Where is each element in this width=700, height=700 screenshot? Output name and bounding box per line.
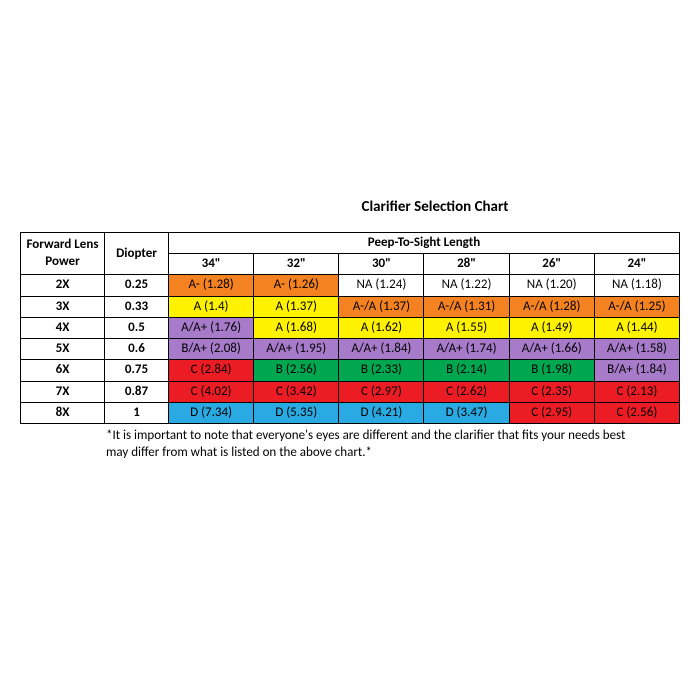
header-length: 28" — [424, 254, 509, 275]
table-row: 4X0.5A/A+ (1.76)A (1.68)A (1.62)A (1.55)… — [21, 317, 680, 338]
clarifier-table: Forward Lens Power Diopter Peep-To-Sight… — [20, 232, 680, 424]
cell-value: D (5.35) — [254, 402, 339, 423]
cell-diopter: 1 — [105, 402, 169, 423]
cell-value: A (1.37) — [254, 296, 339, 317]
cell-value: C (2.97) — [339, 381, 424, 402]
cell-value: D (4.21) — [339, 402, 424, 423]
cell-value: NA (1.20) — [509, 275, 594, 296]
table-row: 7X0.87C (4.02)C (3.42)C (2.97)C (2.62)C … — [21, 381, 680, 402]
cell-value: NA (1.18) — [594, 275, 679, 296]
table-row: 3X0.33A (1.4)A (1.37)A-/A (1.37)A-/A (1.… — [21, 296, 680, 317]
cell-value: A-/A (1.25) — [594, 296, 679, 317]
header-length: 26" — [509, 254, 594, 275]
cell-lens-power: 5X — [21, 339, 105, 360]
cell-value: B/A+ (2.08) — [169, 339, 254, 360]
cell-value: B (2.14) — [424, 360, 509, 381]
cell-diopter: 0.33 — [105, 296, 169, 317]
cell-value: B/A+ (1.84) — [594, 360, 679, 381]
cell-lens-power: 4X — [21, 317, 105, 338]
cell-value: A/A+ (1.95) — [254, 339, 339, 360]
cell-value: A/A+ (1.66) — [509, 339, 594, 360]
cell-lens-power: 6X — [21, 360, 105, 381]
table-row: 8X1D (7.34)D (5.35)D (4.21)D (3.47)C (2.… — [21, 402, 680, 423]
cell-value: A (1.44) — [594, 317, 679, 338]
cell-value: C (2.56) — [594, 402, 679, 423]
header-length: 30" — [339, 254, 424, 275]
cell-value: C (2.13) — [594, 381, 679, 402]
cell-value: A/A+ (1.74) — [424, 339, 509, 360]
cell-value: C (2.62) — [424, 381, 509, 402]
cell-value: A (1.62) — [339, 317, 424, 338]
table-row: 6X0.75C (2.84)B (2.56)B (2.33)B (2.14)B … — [21, 360, 680, 381]
cell-value: A/A+ (1.84) — [339, 339, 424, 360]
cell-value: A-/A (1.37) — [339, 296, 424, 317]
cell-value: A- (1.26) — [254, 275, 339, 296]
cell-diopter: 0.5 — [105, 317, 169, 338]
cell-value: A (1.55) — [424, 317, 509, 338]
cell-value: B (1.98) — [509, 360, 594, 381]
cell-value: B (2.56) — [254, 360, 339, 381]
table-row: 2X0.25A- (1.28)A- (1.26)NA (1.24)NA (1.2… — [21, 275, 680, 296]
cell-lens-power: 7X — [21, 381, 105, 402]
cell-lens-power: 8X — [21, 402, 105, 423]
cell-diopter: 0.6 — [105, 339, 169, 360]
cell-value: A/A+ (1.76) — [169, 317, 254, 338]
header-diopter: Diopter — [105, 232, 169, 275]
cell-value: A (1.68) — [254, 317, 339, 338]
header-lens-power: Forward Lens Power — [21, 232, 105, 275]
cell-value: D (3.47) — [424, 402, 509, 423]
cell-value: NA (1.22) — [424, 275, 509, 296]
cell-value: B (2.33) — [339, 360, 424, 381]
cell-lens-power: 2X — [21, 275, 105, 296]
cell-value: NA (1.24) — [339, 275, 424, 296]
cell-value: D (7.34) — [169, 402, 254, 423]
footnote-text: *It is important to note that everyone's… — [20, 428, 680, 462]
cell-diopter: 0.25 — [105, 275, 169, 296]
cell-value: C (2.84) — [169, 360, 254, 381]
header-length: 34" — [169, 254, 254, 275]
cell-value: A/A+ (1.58) — [594, 339, 679, 360]
header-length: 32" — [254, 254, 339, 275]
cell-value: A-/A (1.28) — [509, 296, 594, 317]
header-peep-group: Peep-To-Sight Length — [169, 232, 680, 253]
cell-value: A (1.4) — [169, 296, 254, 317]
cell-value: C (2.35) — [509, 381, 594, 402]
table-row: 5X0.6B/A+ (2.08)A/A+ (1.95)A/A+ (1.84)A/… — [21, 339, 680, 360]
cell-diopter: 0.75 — [105, 360, 169, 381]
cell-value: A (1.49) — [509, 317, 594, 338]
cell-lens-power: 3X — [21, 296, 105, 317]
cell-diopter: 0.87 — [105, 381, 169, 402]
chart-title: Clarifier Selection Chart — [190, 198, 680, 216]
cell-value: A- (1.28) — [169, 275, 254, 296]
header-length: 24" — [594, 254, 679, 275]
cell-value: C (3.42) — [254, 381, 339, 402]
cell-value: C (2.95) — [509, 402, 594, 423]
cell-value: A-/A (1.31) — [424, 296, 509, 317]
cell-value: C (4.02) — [169, 381, 254, 402]
